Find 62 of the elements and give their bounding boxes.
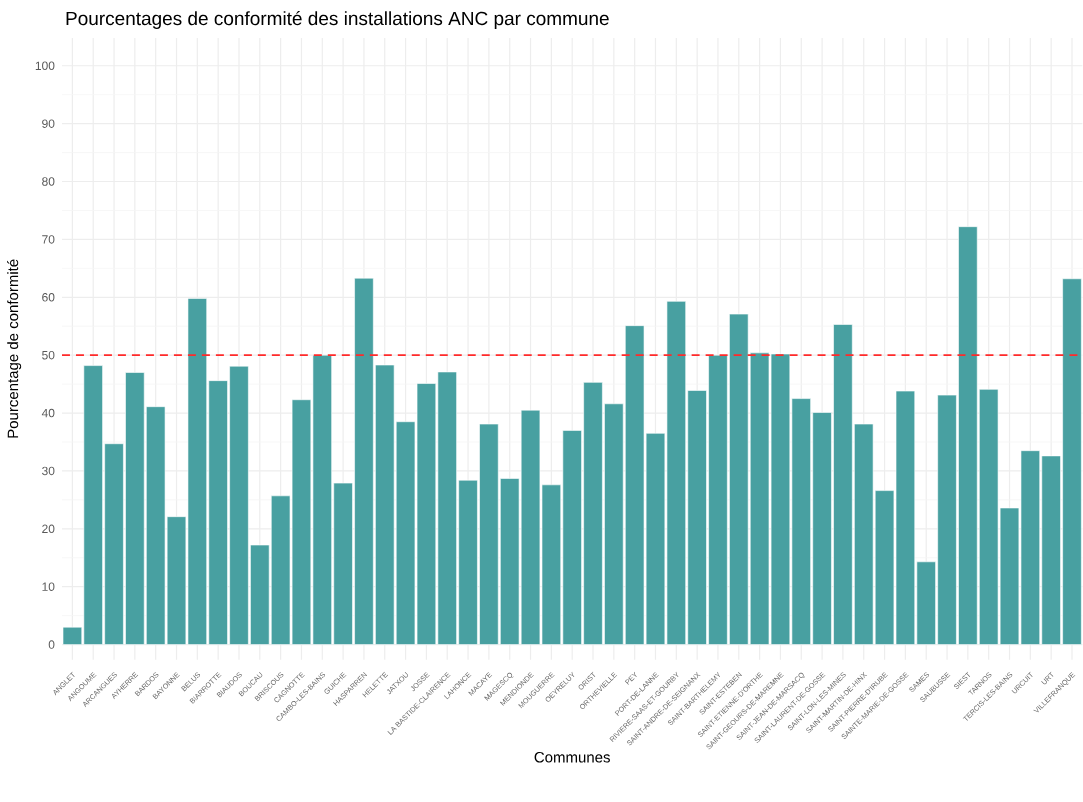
bar bbox=[791, 398, 811, 646]
bar bbox=[687, 390, 707, 646]
bar bbox=[125, 372, 145, 646]
bar bbox=[146, 406, 166, 646]
y-tick-label: 80 bbox=[42, 177, 55, 186]
bar bbox=[854, 423, 874, 646]
bar bbox=[83, 365, 103, 646]
bar bbox=[645, 433, 666, 646]
y-tick-label: 30 bbox=[42, 466, 55, 476]
bar bbox=[187, 298, 208, 646]
bar bbox=[729, 313, 749, 646]
bar bbox=[1020, 450, 1041, 646]
bar bbox=[541, 484, 562, 646]
bar bbox=[270, 495, 291, 646]
bar bbox=[624, 325, 645, 646]
bar bbox=[999, 507, 1020, 646]
y-tick-label: 90 bbox=[42, 119, 55, 129]
bar bbox=[166, 516, 187, 646]
bar bbox=[874, 490, 895, 646]
chart-title: Pourcentages de conformité des installations ANC par commune bbox=[66, 11, 609, 30]
bar bbox=[812, 412, 832, 646]
bar bbox=[1041, 455, 1061, 646]
bar bbox=[395, 421, 416, 646]
bar bbox=[666, 301, 686, 646]
y-tick-label: 10 bbox=[42, 582, 55, 592]
bar bbox=[833, 324, 853, 646]
bar bbox=[375, 364, 395, 646]
bar bbox=[354, 278, 374, 646]
bar bbox=[583, 382, 603, 646]
bar bbox=[979, 389, 999, 646]
y-tick-label: 50 bbox=[42, 351, 55, 360]
bar bbox=[958, 226, 978, 646]
bar bbox=[312, 355, 332, 646]
y-tick-label: 100 bbox=[35, 61, 55, 71]
bar bbox=[520, 410, 541, 646]
y-tick-label: 60 bbox=[42, 293, 55, 302]
bar bbox=[500, 478, 520, 646]
y-tick-label: 70 bbox=[42, 235, 55, 244]
y-tick-label: 20 bbox=[42, 524, 55, 534]
bar bbox=[416, 383, 437, 646]
bar bbox=[604, 403, 624, 646]
bar bbox=[708, 355, 728, 646]
bar bbox=[895, 390, 916, 646]
y-axis-title: Pourcentage de conformité bbox=[7, 259, 22, 438]
bar bbox=[479, 423, 499, 646]
bar bbox=[229, 366, 249, 646]
bar bbox=[937, 395, 957, 646]
bar bbox=[916, 561, 936, 646]
y-tick-label: 0 bbox=[48, 640, 55, 650]
bar bbox=[562, 430, 582, 646]
y-tick-label: 40 bbox=[41, 409, 55, 418]
bar bbox=[749, 352, 770, 646]
x-axis-title: Communes bbox=[534, 752, 610, 763]
bar bbox=[437, 371, 457, 646]
bar bbox=[250, 544, 270, 646]
bar bbox=[291, 399, 312, 646]
bar bbox=[770, 353, 791, 646]
bar bbox=[104, 443, 124, 646]
bar bbox=[1062, 278, 1082, 646]
bar bbox=[458, 480, 478, 646]
bar bbox=[208, 380, 228, 646]
bar bbox=[333, 483, 353, 646]
